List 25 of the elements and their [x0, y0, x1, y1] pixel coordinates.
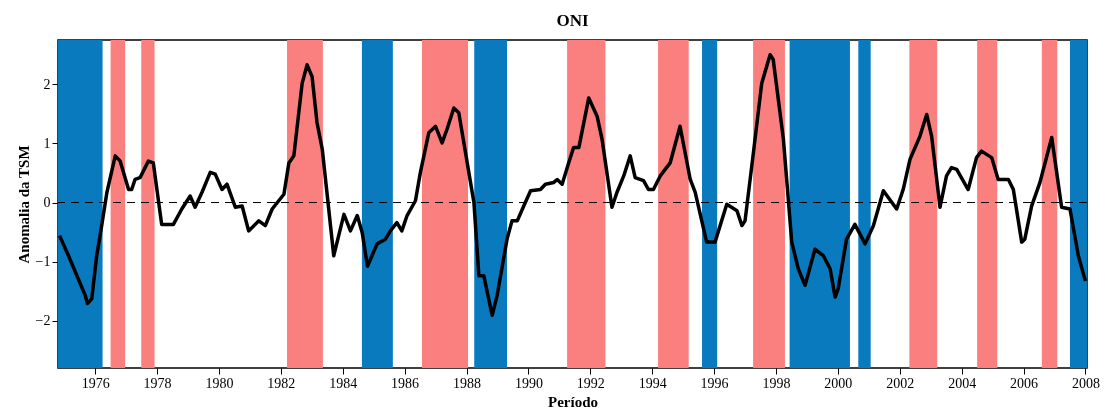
x-tick-label: 1978: [143, 375, 172, 391]
x-tick-label: 1982: [267, 375, 296, 391]
y-tick-label: −1: [35, 254, 51, 270]
x-tick-label: 1984: [329, 375, 358, 391]
x-tick-label: 1996: [700, 375, 729, 391]
x-tick-label: 2006: [1010, 375, 1039, 391]
y-tick-label: 1: [43, 135, 51, 151]
x-axis-title: Período: [548, 393, 598, 410]
x-tick-label: 1976: [81, 375, 110, 391]
x-tick-label: 1988: [453, 375, 482, 391]
x-tick-label: 2004: [948, 375, 977, 391]
x-tick-label: 2002: [886, 375, 915, 391]
x-tick-label: 1994: [638, 375, 667, 391]
y-tick-label: −2: [35, 313, 51, 329]
x-tick-label: 1992: [576, 375, 605, 391]
x-tick-label: 1990: [514, 375, 543, 391]
y-tick-label: 0: [43, 195, 51, 211]
y-tick-label: 2: [43, 76, 51, 92]
x-tick-label: 1980: [205, 375, 234, 391]
chart-title: ONI: [556, 11, 589, 30]
x-tick-label: 2000: [824, 375, 853, 391]
x-tick-label: 2008: [1071, 375, 1100, 391]
x-tick-label: 1986: [391, 375, 420, 391]
x-tick-label: 1998: [762, 375, 791, 391]
y-axis-title: Anomalia da TSM: [15, 145, 32, 264]
